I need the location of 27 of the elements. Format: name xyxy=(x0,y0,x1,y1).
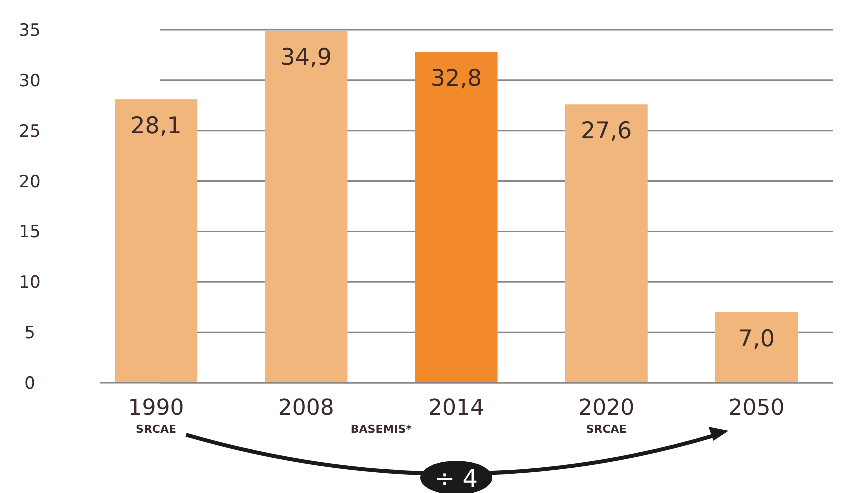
bar xyxy=(715,312,798,383)
data-label: 27,6 xyxy=(580,118,632,145)
y-tick-label: 15 xyxy=(19,222,41,243)
data-label: 28,1 xyxy=(130,114,182,140)
y-tick-label: 20 xyxy=(19,172,41,192)
y-tick-label: 30 xyxy=(19,71,41,92)
y-tick-label: 10 xyxy=(19,273,41,294)
y-tick-label: 35 xyxy=(19,21,41,41)
data-label: 32,8 xyxy=(430,66,482,92)
bar xyxy=(265,31,348,383)
x-tick-label: 2008 xyxy=(278,396,334,421)
x-tick-label: 2050 xyxy=(728,396,785,421)
x-tick-label: 1990 xyxy=(128,396,184,421)
text: ÷ 4 xyxy=(434,465,478,493)
bar xyxy=(115,100,198,383)
text: SRCAE xyxy=(136,423,177,436)
data-label: 7,0 xyxy=(738,326,775,352)
text: SRCAE xyxy=(586,423,627,436)
y-tick-label: 5 xyxy=(24,324,36,344)
data-label: 34,9 xyxy=(280,45,332,72)
x-tick-label: 2014 xyxy=(428,396,484,421)
y-tick-label: 25 xyxy=(19,122,41,142)
bar xyxy=(415,52,498,383)
text: BASEMIS* xyxy=(350,423,412,436)
y-tick-label: 0 xyxy=(24,374,36,394)
x-tick-label: 2020 xyxy=(578,396,635,421)
bar xyxy=(565,104,648,383)
